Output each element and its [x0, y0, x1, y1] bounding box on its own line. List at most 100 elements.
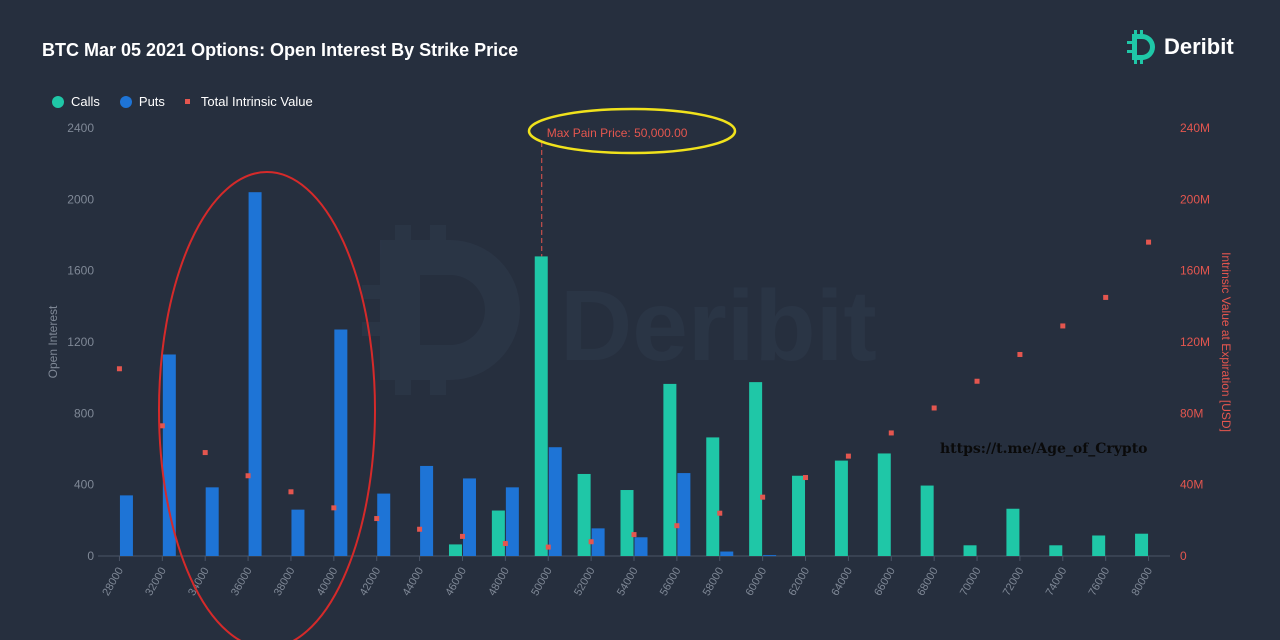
legend-label-calls: Calls	[71, 94, 100, 109]
intrinsic-marker	[331, 505, 337, 511]
x-tick-label: 68000	[915, 566, 941, 598]
x-tick-label: 62000	[786, 566, 812, 598]
legend-item-puts[interactable]: Puts	[119, 94, 165, 109]
x-tick-label: 38000	[272, 566, 298, 598]
bar-puts	[205, 487, 219, 556]
puts-highlight-ellipse	[158, 171, 376, 640]
y-tick-label-right: 120M	[1180, 335, 1210, 349]
deribit-logo-icon	[1127, 30, 1155, 64]
y-axis-label-right: Intrinsic Value at Expiration [USD]	[1219, 252, 1233, 432]
max-pain-label: Max Pain Price: 50,000.00	[547, 126, 688, 140]
intrinsic-marker	[803, 475, 809, 481]
bar-puts	[420, 465, 434, 556]
chart-title: BTC Mar 05 2021 Options: Open Interest B…	[42, 40, 519, 60]
x-tick-label: 28000	[100, 566, 126, 598]
intrinsic-marker	[1017, 351, 1023, 357]
y-tick-label-right: 0	[1180, 549, 1187, 563]
intrinsic-marker	[845, 453, 851, 459]
calls-swatch-icon	[52, 95, 64, 108]
x-tick-label: 60000	[744, 566, 770, 598]
deribit-watermark: Deribit	[362, 225, 877, 395]
bar-calls	[749, 382, 763, 556]
y-tick-label-left: 1200	[67, 335, 94, 349]
y-tick-label-right: 240M	[1180, 121, 1210, 135]
intrinsic-marker	[159, 423, 165, 429]
y-tick-label-right: 160M	[1180, 264, 1210, 278]
bar-puts	[591, 528, 605, 556]
legend-label-puts: Puts	[138, 94, 165, 109]
x-tick-label: 36000	[229, 566, 255, 598]
bar-puts	[763, 555, 777, 557]
x-tick-label: 80000	[1129, 566, 1155, 598]
y-tick-label-right: 40M	[1180, 478, 1203, 492]
bar-puts	[505, 487, 519, 556]
max-pain-highlight-ellipse	[527, 107, 737, 155]
bar-calls	[1135, 533, 1149, 556]
bar-calls	[448, 544, 462, 556]
y-tick-label-left: 400	[74, 478, 94, 492]
x-tick-label: 48000	[486, 566, 512, 598]
bar-puts	[334, 329, 348, 556]
intrinsic-marker	[459, 533, 465, 539]
y-tick-label-right: 80M	[1180, 406, 1203, 420]
intrinsic-marker	[1146, 239, 1152, 245]
intrinsic-marker	[931, 405, 937, 411]
bar-puts	[119, 495, 133, 556]
intrinsic-swatch-icon	[184, 99, 190, 104]
y-tick-label-left: 0	[87, 549, 94, 563]
telegram-link[interactable]: https://t.me/Age_of_Crypto	[940, 441, 1148, 457]
bar-calls	[620, 490, 634, 556]
x-tick-label: 74000	[1044, 566, 1070, 598]
bar-calls	[963, 545, 977, 556]
y-tick-label-left: 1600	[67, 264, 94, 278]
puts-swatch-icon	[119, 95, 132, 108]
deribit-logo: Deribit	[1126, 30, 1234, 64]
x-tick-label: 46000	[443, 566, 469, 598]
legend-item-intrinsic[interactable]: Total Intrinsic Value	[184, 94, 313, 109]
x-tick-label: 54000	[615, 566, 641, 598]
intrinsic-marker	[502, 541, 508, 547]
x-tick-label: 56000	[658, 566, 684, 598]
bar-puts	[634, 537, 648, 556]
legend-label-intrinsic: Total Intrinsic Value	[200, 94, 313, 109]
bar-puts	[248, 192, 262, 556]
intrinsic-marker	[760, 494, 766, 500]
bar-calls	[663, 383, 677, 556]
bar-calls	[920, 485, 934, 556]
x-tick-label: 64000	[829, 566, 855, 598]
deribit-logo-text: Deribit	[1164, 34, 1234, 59]
x-tick-label: 52000	[572, 566, 598, 598]
intrinsic-marker	[417, 526, 423, 532]
y-tick-label-right: 200M	[1180, 192, 1210, 206]
intrinsic-marker	[288, 489, 294, 495]
x-tick-label: 76000	[1087, 566, 1113, 598]
bar-calls	[534, 256, 548, 556]
x-tick-label: 70000	[958, 566, 984, 598]
bar-puts	[291, 509, 305, 556]
intrinsic-marker	[631, 532, 637, 538]
bar-calls	[1092, 535, 1106, 556]
bar-calls	[1049, 545, 1063, 556]
bar-calls	[577, 473, 591, 556]
y-tick-label-left: 2400	[67, 121, 94, 135]
intrinsic-marker	[717, 510, 723, 516]
x-tick-label: 32000	[143, 566, 169, 598]
x-tick-label: 44000	[401, 566, 427, 598]
intrinsic-marker	[374, 516, 380, 522]
bar-calls	[491, 510, 505, 556]
bar-puts	[377, 493, 391, 556]
legend-item-calls[interactable]: Calls	[52, 94, 100, 109]
intrinsic-marker	[545, 544, 551, 550]
chart-legend: Calls Puts Total Intrinsic Value	[52, 94, 313, 109]
x-tick-label: 42000	[358, 566, 384, 598]
bar-calls	[834, 460, 848, 556]
y-axis-label-left: Open Interest	[46, 305, 60, 378]
intrinsic-marker	[202, 450, 208, 456]
bar-calls	[792, 475, 806, 556]
bar-puts	[548, 447, 562, 556]
intrinsic-marker	[888, 430, 894, 436]
intrinsic-marker	[1103, 294, 1109, 300]
bar-calls	[1006, 508, 1020, 556]
watermark-text: Deribit	[560, 270, 877, 382]
